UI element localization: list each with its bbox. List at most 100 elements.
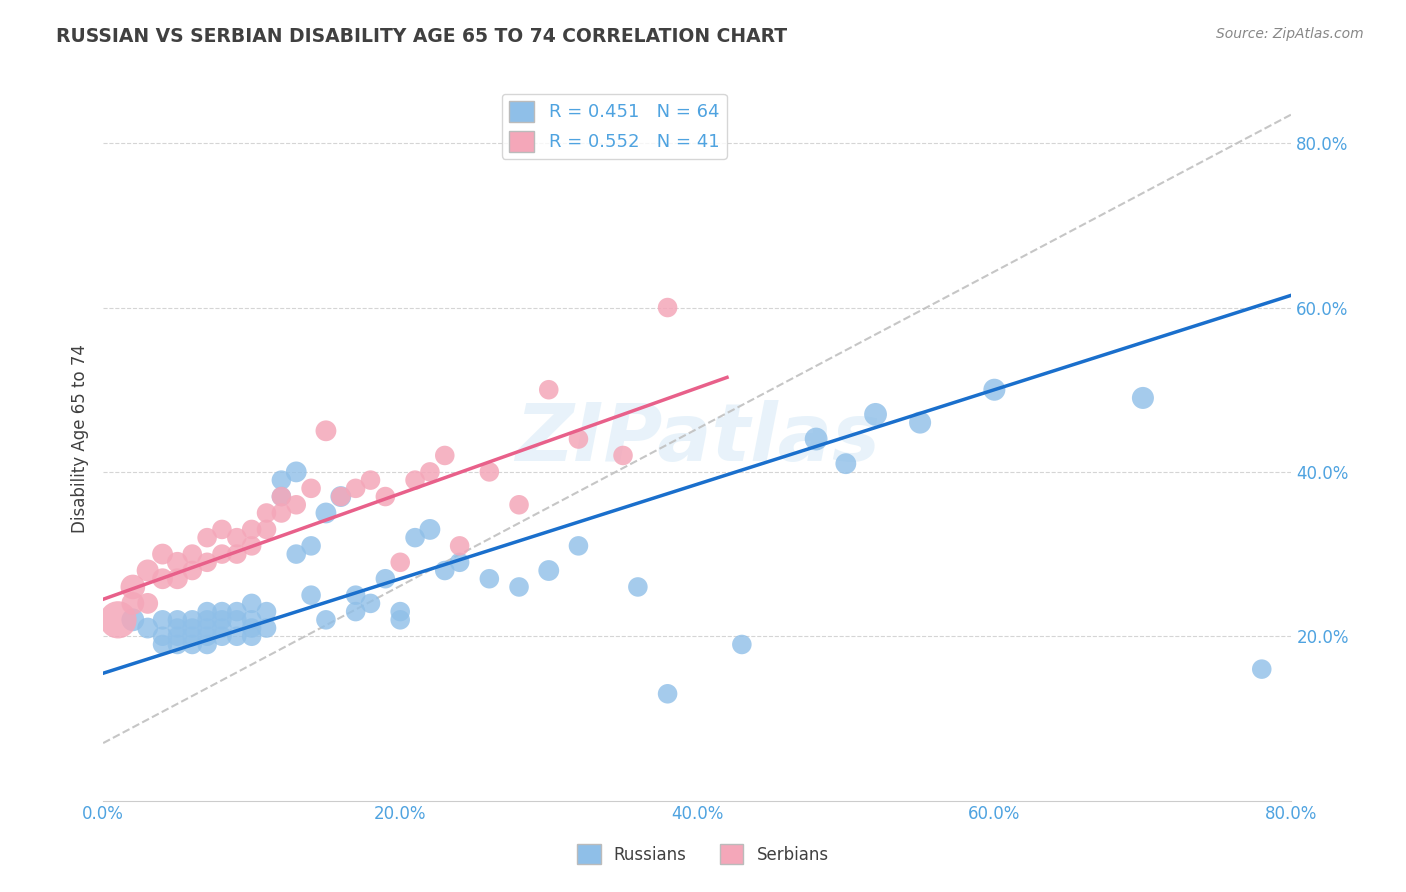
Text: ZIPatlas: ZIPatlas <box>515 400 880 478</box>
Point <box>360 473 382 487</box>
Point <box>225 547 247 561</box>
Point <box>270 473 292 487</box>
Point <box>211 523 233 537</box>
Point <box>240 523 263 537</box>
Point <box>285 498 308 512</box>
Point <box>240 621 263 635</box>
Point <box>121 613 143 627</box>
Point <box>908 416 931 430</box>
Point <box>315 506 337 520</box>
Point <box>166 621 188 635</box>
Point <box>865 408 887 422</box>
Point <box>256 506 278 520</box>
Point <box>270 490 292 504</box>
Point <box>240 613 263 627</box>
Point <box>329 490 352 504</box>
Point <box>195 605 218 619</box>
Point <box>508 498 530 512</box>
Point <box>211 621 233 635</box>
Point <box>285 465 308 479</box>
Point <box>344 588 367 602</box>
Point <box>329 490 352 504</box>
Point <box>419 465 441 479</box>
Point <box>344 605 367 619</box>
Point <box>433 564 456 578</box>
Point <box>181 629 204 643</box>
Point <box>211 613 233 627</box>
Point <box>256 605 278 619</box>
Legend: R = 0.451   N = 64, R = 0.552   N = 41: R = 0.451 N = 64, R = 0.552 N = 41 <box>502 94 727 159</box>
Point <box>404 473 426 487</box>
Point <box>299 539 322 553</box>
Point <box>315 424 337 438</box>
Point <box>315 613 337 627</box>
Point <box>195 613 218 627</box>
Point <box>225 629 247 643</box>
Point <box>166 629 188 643</box>
Point <box>1250 662 1272 676</box>
Point <box>225 605 247 619</box>
Point <box>240 629 263 643</box>
Point <box>360 596 382 610</box>
Text: RUSSIAN VS SERBIAN DISABILITY AGE 65 TO 74 CORRELATION CHART: RUSSIAN VS SERBIAN DISABILITY AGE 65 TO … <box>56 27 787 45</box>
Point <box>225 531 247 545</box>
Point <box>195 555 218 569</box>
Point <box>612 449 634 463</box>
Point <box>240 596 263 610</box>
Point <box>657 687 679 701</box>
Point <box>389 613 412 627</box>
Point <box>211 605 233 619</box>
Point <box>478 465 501 479</box>
Point <box>389 605 412 619</box>
Point <box>835 457 858 471</box>
Point <box>195 531 218 545</box>
Point <box>181 638 204 652</box>
Point <box>567 432 589 446</box>
Point <box>256 621 278 635</box>
Point <box>374 572 396 586</box>
Point <box>181 621 204 635</box>
Point <box>449 539 471 553</box>
Point <box>299 481 322 495</box>
Point <box>567 539 589 553</box>
Point <box>121 596 143 610</box>
Point <box>731 638 754 652</box>
Point <box>419 523 441 537</box>
Point <box>627 580 650 594</box>
Point <box>181 564 204 578</box>
Point <box>449 555 471 569</box>
Point <box>285 547 308 561</box>
Point <box>537 564 560 578</box>
Point <box>166 613 188 627</box>
Point <box>374 490 396 504</box>
Point <box>152 613 174 627</box>
Point <box>478 572 501 586</box>
Point <box>657 301 679 315</box>
Point <box>404 531 426 545</box>
Point <box>240 539 263 553</box>
Point <box>121 580 143 594</box>
Point <box>166 572 188 586</box>
Point <box>270 506 292 520</box>
Point <box>107 613 129 627</box>
Point <box>299 588 322 602</box>
Point <box>166 555 188 569</box>
Point <box>256 523 278 537</box>
Point <box>983 383 1005 397</box>
Point <box>270 490 292 504</box>
Point <box>152 638 174 652</box>
Y-axis label: Disability Age 65 to 74: Disability Age 65 to 74 <box>72 344 89 533</box>
Point <box>211 629 233 643</box>
Point <box>1132 391 1154 405</box>
Legend: Russians, Serbians: Russians, Serbians <box>571 838 835 871</box>
Point <box>508 580 530 594</box>
Point <box>152 547 174 561</box>
Point <box>195 621 218 635</box>
Point <box>433 449 456 463</box>
Point <box>344 481 367 495</box>
Point <box>152 629 174 643</box>
Point <box>136 596 159 610</box>
Point <box>225 613 247 627</box>
Point <box>181 613 204 627</box>
Point <box>166 638 188 652</box>
